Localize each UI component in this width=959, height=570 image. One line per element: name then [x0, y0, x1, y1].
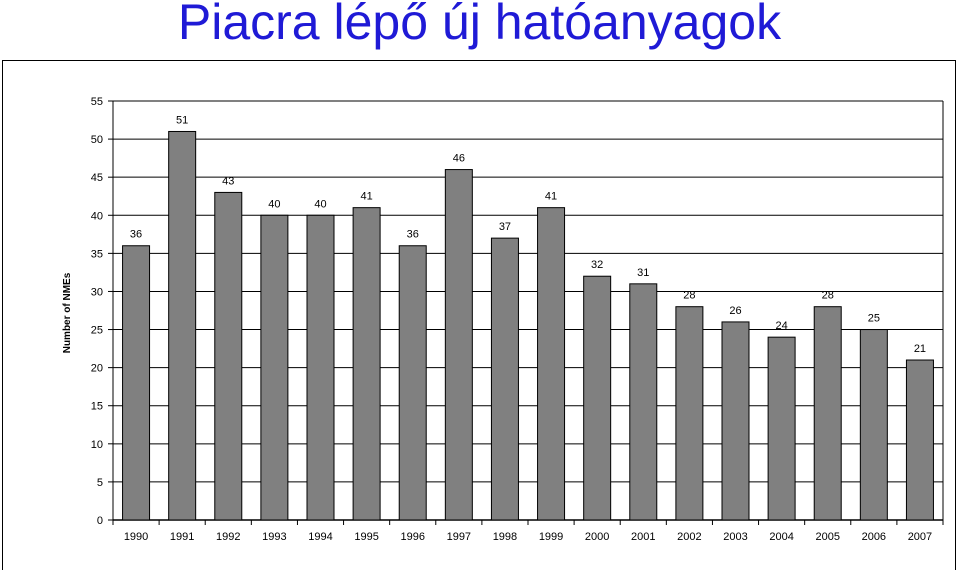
x-tick-label: 1995 — [354, 531, 378, 543]
bar-1991 — [168, 130, 197, 521]
value-label: 37 — [499, 221, 511, 233]
chart-frame: 0 5 10 15 20 25 30 35 40 45 50 55 36 51 43 40 40 41 36 46 3… — [2, 60, 956, 570]
x-tick-label: 1992 — [216, 531, 240, 543]
bar-2004 — [767, 336, 796, 521]
x-tick-labels: 1990 1991 1992 1993 1994 1995 1996 1997 1998 1999… — [124, 531, 932, 543]
value-label: 25 — [868, 313, 880, 325]
x-tick-label: 2004 — [769, 531, 793, 543]
value-label: 41 — [360, 191, 372, 203]
value-label: 28 — [683, 290, 695, 302]
bar-1993 — [260, 214, 289, 521]
value-label: 51 — [176, 114, 188, 126]
y-tick-label: 30 — [91, 286, 103, 298]
bar-1995 — [352, 207, 381, 521]
value-label: 40 — [268, 198, 280, 210]
value-label: 36 — [407, 229, 419, 241]
bar-1990 — [122, 245, 151, 521]
value-label: 21 — [914, 343, 926, 355]
y-tick-label: 25 — [91, 325, 103, 337]
x-tick-label: 1994 — [308, 531, 332, 543]
bar-2000 — [583, 275, 612, 521]
value-label: 36 — [130, 229, 142, 241]
y-tick-labels: 0 5 10 15 20 25 30 35 40 45 50 55 — [91, 96, 103, 527]
value-label: 26 — [729, 305, 741, 317]
value-label: 32 — [591, 259, 603, 271]
x-tick-label: 1993 — [262, 531, 286, 543]
bar-1992 — [214, 191, 243, 521]
x-tick-label: 1998 — [493, 531, 517, 543]
bar-1996 — [398, 245, 427, 521]
y-tick-label: 20 — [91, 363, 103, 375]
y-tick-label: 10 — [91, 439, 103, 451]
y-tick-label: 55 — [91, 96, 103, 108]
value-label: 28 — [822, 290, 834, 302]
value-label: 43 — [222, 175, 234, 187]
bar-1997 — [444, 169, 473, 521]
value-label: 31 — [637, 267, 649, 279]
bars — [122, 130, 934, 521]
y-tick-label: 0 — [97, 515, 103, 527]
bar-1999 — [537, 207, 566, 521]
value-label: 40 — [314, 198, 326, 210]
y-tick-label: 45 — [91, 172, 103, 184]
x-tick-label: 1991 — [170, 531, 194, 543]
bar-2002 — [675, 306, 704, 521]
x-tick-label: 2006 — [862, 531, 886, 543]
x-tick-label: 1996 — [400, 531, 424, 543]
y-tick-label: 50 — [91, 134, 103, 146]
x-tick-label: 1997 — [447, 531, 471, 543]
value-label: 41 — [545, 191, 557, 203]
x-tick-label: 1999 — [539, 531, 563, 543]
bar-2007 — [905, 359, 934, 521]
x-tick-label: 1990 — [124, 531, 148, 543]
value-labels: 36 51 43 40 40 41 36 46 37 41 32 31 28 26 24 28 25 21 — [130, 114, 926, 355]
gridlines — [108, 100, 944, 525]
y-tick-label: 35 — [91, 248, 103, 260]
bar-2005 — [813, 306, 842, 521]
y-axis-label: Number of NMEs — [62, 272, 73, 353]
x-tick-label: 2000 — [585, 531, 609, 543]
bar-1998 — [490, 237, 519, 521]
value-label: 46 — [453, 153, 465, 165]
slide-title: Piacra lépő új hatóanyagok — [177, 0, 782, 50]
bar-2003 — [721, 321, 750, 521]
bar-2006 — [859, 329, 888, 521]
x-tick-label: 2002 — [677, 531, 701, 543]
bar-2001 — [629, 283, 658, 521]
bar-1994 — [306, 214, 335, 521]
x-tick-label: 2003 — [723, 531, 747, 543]
value-label: 24 — [775, 320, 787, 332]
x-tick-label: 2001 — [631, 531, 655, 543]
y-tick-label: 40 — [91, 210, 103, 222]
x-tick-label: 2005 — [815, 531, 839, 543]
y-tick-label: 5 — [97, 477, 103, 489]
y-tick-label: 15 — [91, 401, 103, 413]
x-tick-label: 2007 — [908, 531, 932, 543]
